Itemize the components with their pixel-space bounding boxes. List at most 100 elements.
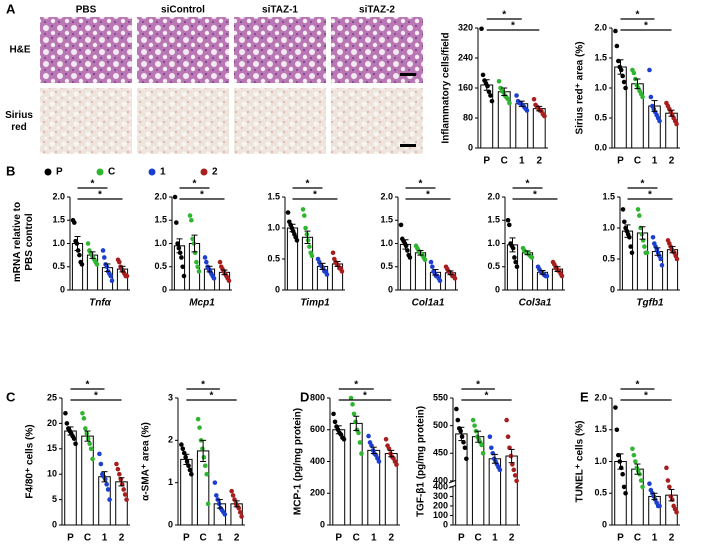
y-axis-label: F4/80⁺ cells (%): [25, 424, 36, 498]
data-point: [179, 442, 184, 447]
data-point: [77, 252, 82, 258]
data-point: [513, 259, 518, 265]
legend-label: P: [56, 167, 63, 178]
significance-label: *: [644, 21, 648, 32]
data-point: [124, 497, 129, 502]
data-point: [122, 492, 128, 497]
data-point: [305, 238, 311, 243]
significance-label: *: [636, 10, 640, 21]
y-tick-label: 1.0: [52, 238, 65, 248]
y-tick-label: 0: [388, 284, 393, 294]
row-label: H&E: [9, 45, 30, 56]
y-tick-label: 500: [433, 420, 448, 430]
y-tick-label: 2.0: [52, 191, 65, 201]
he-image: [234, 17, 326, 83]
y-tick-label: 0.5: [52, 261, 65, 271]
data-point: [620, 207, 626, 212]
significance-label: *: [502, 10, 506, 21]
column-label: siTAZ-1: [262, 5, 298, 16]
significance-label: *: [98, 190, 102, 201]
y-tick-label: 3: [168, 392, 173, 402]
panel-label: C: [6, 389, 16, 404]
bar: [196, 450, 210, 526]
y-tick-label: 1.0: [154, 238, 167, 248]
data-point: [437, 278, 443, 284]
data-point: [72, 220, 77, 225]
y-tick-label: 0: [610, 284, 615, 294]
data-point: [489, 445, 494, 451]
y-tick-label: 80: [463, 112, 473, 122]
data-point: [330, 250, 336, 256]
x-tick-label: 2: [536, 156, 542, 167]
significance-label: *: [511, 21, 515, 32]
data-point: [459, 434, 465, 439]
data-point: [514, 478, 519, 484]
data-point: [621, 484, 627, 490]
data-point: [294, 238, 300, 243]
y-tick-label: 2.0: [594, 392, 607, 402]
data-point: [124, 273, 130, 279]
data-point: [630, 446, 635, 452]
data-point: [458, 428, 463, 434]
x-axis-label: Timp1: [300, 298, 330, 309]
data-point: [357, 440, 363, 445]
data-point: [664, 465, 669, 471]
x-tick-label: 1: [652, 533, 658, 544]
data-point: [403, 243, 409, 249]
y-axis-label: TUNEL⁺ cells (%): [575, 421, 586, 503]
data-point: [559, 273, 565, 279]
he-image: [331, 17, 423, 83]
data-point: [505, 217, 511, 223]
data-point: [180, 446, 186, 452]
y-tick-label: 1.5: [267, 191, 280, 201]
data-point: [613, 405, 618, 410]
data-point: [667, 484, 672, 490]
significance-label: *: [86, 380, 90, 391]
x-tick-label: P: [617, 533, 624, 544]
data-point: [229, 488, 234, 494]
significance-label: *: [419, 179, 423, 190]
x-axis-label: Tnfα: [89, 298, 112, 309]
x-axis-label: Col3a1: [519, 298, 552, 309]
data-point: [542, 113, 547, 119]
data-point: [348, 395, 354, 401]
significance-label: *: [201, 380, 205, 391]
bar: [471, 436, 485, 526]
data-point: [504, 417, 509, 423]
significance-label: *: [91, 179, 95, 190]
data-point: [353, 419, 358, 425]
y-tick-label: 600: [310, 424, 325, 434]
x-tick-label: 2: [669, 156, 675, 167]
data-point: [197, 425, 202, 430]
data-point: [211, 276, 217, 281]
column-label: siTAZ-2: [359, 5, 395, 16]
y-tick-label: 5: [52, 494, 57, 504]
data-point: [114, 461, 119, 467]
y-tick-label: 0: [52, 519, 57, 529]
data-point: [633, 459, 638, 464]
data-point: [510, 462, 515, 467]
x-tick-label: P: [617, 156, 624, 167]
data-point: [359, 451, 364, 456]
bar: [349, 422, 363, 526]
significance-label: *: [200, 190, 204, 201]
data-point: [339, 269, 345, 274]
data-point: [94, 262, 100, 267]
y-tick-label: 0.5: [154, 261, 167, 271]
data-point: [376, 459, 382, 464]
data-point: [230, 493, 236, 498]
data-point: [85, 241, 91, 246]
data-point: [407, 255, 413, 260]
data-point: [644, 250, 650, 256]
y-tick-label: 15: [47, 443, 57, 453]
y-tick-label: 1.5: [594, 424, 607, 434]
data-point: [350, 402, 355, 407]
data-point: [488, 93, 493, 98]
data-point: [88, 446, 94, 452]
y-tick-label: 0.5: [602, 253, 615, 263]
sirius-image: [234, 88, 326, 154]
y-tick-label: 25: [47, 392, 57, 402]
y-tick-label: 0: [468, 142, 473, 152]
data-point: [179, 255, 184, 260]
